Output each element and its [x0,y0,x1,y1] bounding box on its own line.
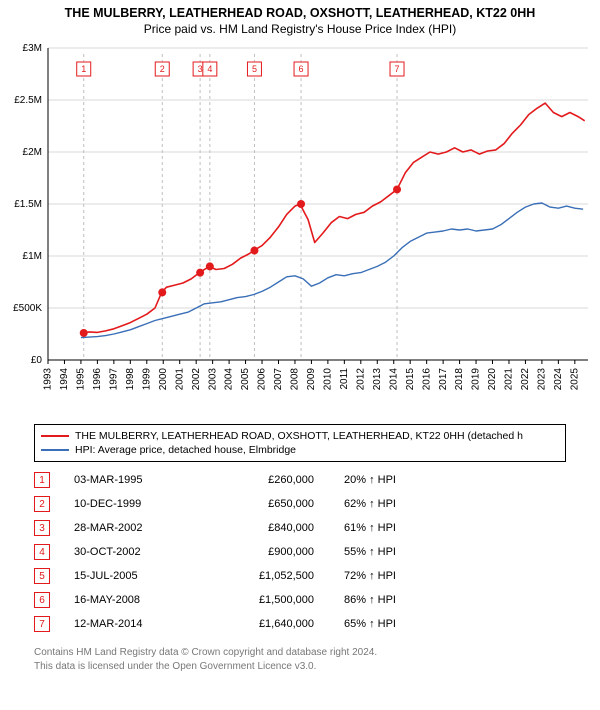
sale-price: £840,000 [204,522,344,534]
svg-text:2008: 2008 [290,368,301,391]
sale-number-badge: 6 [34,592,50,608]
sale-price: £1,640,000 [204,618,344,630]
sale-pct: 72% ↑ HPI [344,570,464,582]
sale-price: £260,000 [204,474,344,486]
legend-swatch [41,449,69,451]
sales-row: 4 30-OCT-2002£900,00055% ↑ HPI [34,540,566,564]
svg-text:2022: 2022 [520,368,531,391]
chart-area: £0 £500K £1M £1.5M £2M £2.5M £3M 1993 1994 1995 19… [0,40,600,420]
svg-text:2015: 2015 [405,368,416,391]
svg-text:7: 7 [395,64,400,74]
sale-price: £1,052,500 [204,570,344,582]
svg-text:2016: 2016 [421,368,432,391]
sale-date: 15-JUL-2005 [74,570,204,582]
svg-text:1993: 1993 [43,368,54,391]
footer-line2: This data is licensed under the Open Gov… [34,660,566,674]
svg-text:£1.5M: £1.5M [14,199,42,210]
footer-attribution: Contains HM Land Registry data © Crown c… [34,646,566,673]
svg-text:2018: 2018 [454,368,465,391]
svg-text:£1M: £1M [23,251,42,262]
svg-text:2002: 2002 [191,368,202,391]
sale-price: £1,500,000 [204,594,344,606]
svg-text:2004: 2004 [224,368,235,391]
svg-text:2000: 2000 [158,368,169,391]
sales-row: 5 15-JUL-2005£1,052,50072% ↑ HPI [34,564,566,588]
svg-text:1998: 1998 [125,368,136,391]
svg-text:£3M: £3M [23,43,42,54]
sale-price: £650,000 [204,498,344,510]
chart-container: THE MULBERRY, LEATHERHEAD ROAD, OXSHOTT,… [0,0,600,710]
sale-number-badge: 7 [34,616,50,632]
sale-pct: 65% ↑ HPI [344,618,464,630]
sales-row: 1 03-MAR-1995£260,00020% ↑ HPI [34,468,566,492]
svg-text:2021: 2021 [504,368,515,391]
svg-text:2012: 2012 [355,368,366,391]
svg-text:1999: 1999 [141,368,152,391]
svg-text:2010: 2010 [323,368,334,391]
legend-swatch [41,435,69,437]
svg-text:£500K: £500K [13,303,42,314]
sales-row: 7 12-MAR-2014£1,640,00065% ↑ HPI [34,612,566,636]
svg-text:5: 5 [252,64,257,74]
svg-text:2023: 2023 [537,368,548,391]
svg-text:2025: 2025 [569,368,580,391]
sales-table: 1 03-MAR-1995£260,00020% ↑ HPI 2 10-DEC-199… [34,468,566,636]
sale-date: 30-OCT-2002 [74,546,204,558]
legend-label: THE MULBERRY, LEATHERHEAD ROAD, OXSHOTT,… [75,430,523,442]
legend: THE MULBERRY, LEATHERHEAD ROAD, OXSHOTT,… [34,424,566,462]
svg-text:2003: 2003 [207,368,218,391]
svg-text:6: 6 [299,64,304,74]
svg-text:1996: 1996 [92,368,103,391]
sale-pct: 62% ↑ HPI [344,498,464,510]
svg-text:£2M: £2M [23,147,42,158]
sale-date: 28-MAR-2002 [74,522,204,534]
sale-date: 03-MAR-1995 [74,474,204,486]
svg-text:1994: 1994 [59,368,70,391]
svg-text:1997: 1997 [108,368,119,391]
svg-text:2009: 2009 [306,368,317,391]
chart-title: THE MULBERRY, LEATHERHEAD ROAD, OXSHOTT,… [0,0,600,20]
svg-text:4: 4 [207,64,212,74]
legend-label: HPI: Average price, detached house, Elmb… [75,444,296,456]
svg-text:2014: 2014 [388,368,399,391]
sale-date: 12-MAR-2014 [74,618,204,630]
sale-price: £900,000 [204,546,344,558]
svg-text:2019: 2019 [471,368,482,391]
svg-text:2013: 2013 [372,368,383,391]
svg-text:2017: 2017 [438,368,449,391]
sale-pct: 86% ↑ HPI [344,594,464,606]
svg-text:2001: 2001 [174,368,185,391]
sale-pct: 61% ↑ HPI [344,522,464,534]
svg-text:2024: 2024 [553,368,564,391]
svg-text:1995: 1995 [76,368,87,391]
svg-text:1: 1 [81,64,86,74]
sale-number-badge: 4 [34,544,50,560]
sale-date: 10-DEC-1999 [74,498,204,510]
svg-text:2: 2 [160,64,165,74]
svg-text:£0: £0 [31,355,43,366]
sales-row: 3 28-MAR-2002£840,00061% ↑ HPI [34,516,566,540]
legend-row: HPI: Average price, detached house, Elmb… [41,443,559,457]
svg-text:3: 3 [198,64,203,74]
svg-text:2006: 2006 [257,368,268,391]
sale-pct: 20% ↑ HPI [344,474,464,486]
sales-row: 2 10-DEC-1999£650,00062% ↑ HPI [34,492,566,516]
svg-text:2011: 2011 [339,368,350,390]
sale-pct: 55% ↑ HPI [344,546,464,558]
svg-text:2020: 2020 [487,368,498,391]
sale-number-badge: 1 [34,472,50,488]
sale-number-badge: 5 [34,568,50,584]
chart-svg: £0 £500K £1M £1.5M £2M £2.5M £3M 1993 1994 1995 19… [0,40,600,420]
svg-text:2005: 2005 [240,368,251,391]
legend-row: THE MULBERRY, LEATHERHEAD ROAD, OXSHOTT,… [41,429,559,443]
sale-date: 16-MAY-2008 [74,594,204,606]
svg-text:£2.5M: £2.5M [14,95,42,106]
sale-number-badge: 2 [34,496,50,512]
sales-row: 6 16-MAY-2008£1,500,00086% ↑ HPI [34,588,566,612]
chart-subtitle: Price paid vs. HM Land Registry's House … [0,20,600,40]
footer-line1: Contains HM Land Registry data © Crown c… [34,646,566,660]
sale-number-badge: 3 [34,520,50,536]
svg-text:2007: 2007 [273,368,284,391]
